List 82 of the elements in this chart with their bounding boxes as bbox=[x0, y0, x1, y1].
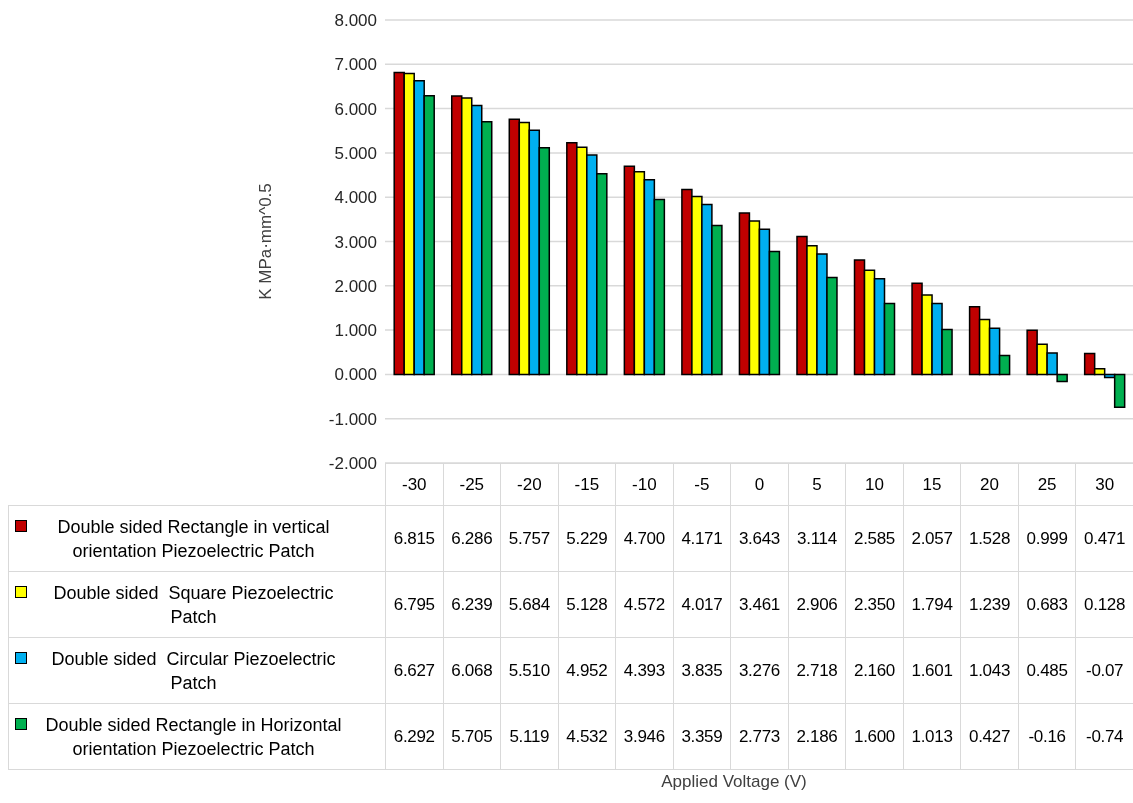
data-label: 0.427 bbox=[960, 703, 1019, 770]
data-label: 6.239 bbox=[443, 571, 501, 638]
data-label: 5.757 bbox=[500, 505, 559, 572]
data-label: 2.160 bbox=[845, 637, 904, 704]
data-label: 5.229 bbox=[558, 505, 616, 572]
y-tick-label: -1.000 bbox=[328, 409, 377, 429]
data-label: 1.528 bbox=[960, 505, 1019, 572]
x-tick-label: 15 bbox=[903, 463, 961, 506]
data-label: 2.773 bbox=[730, 703, 789, 770]
data-label: 1.794 bbox=[903, 571, 961, 638]
data-label: 2.350 bbox=[845, 571, 904, 638]
x-tick-label: 5 bbox=[788, 463, 846, 506]
x-tick-label: -30 bbox=[385, 463, 444, 506]
x-tick-label: 0 bbox=[730, 463, 789, 506]
data-label: 3.359 bbox=[673, 703, 731, 770]
y-tick-label: 8.000 bbox=[334, 11, 377, 31]
data-label: 4.700 bbox=[615, 505, 674, 572]
text: Applied Voltage (V) bbox=[660, 772, 808, 792]
data-label: 6.292 bbox=[385, 703, 444, 770]
data-label: 1.043 bbox=[960, 637, 1019, 704]
data-label: 4.532 bbox=[558, 703, 616, 770]
data-label: 1.013 bbox=[903, 703, 961, 770]
data-label: 0.485 bbox=[1018, 637, 1076, 704]
data-label: 4.017 bbox=[673, 571, 731, 638]
x-tick-label: -10 bbox=[615, 463, 674, 506]
x-tick-label: -25 bbox=[443, 463, 501, 506]
data-label: 2.718 bbox=[788, 637, 846, 704]
data-label: 3.946 bbox=[615, 703, 674, 770]
y-axis-title: K MPa·mm^0.5 bbox=[255, 183, 275, 300]
x-tick-label: 30 bbox=[1075, 463, 1133, 506]
data-label: 2.186 bbox=[788, 703, 846, 770]
legend-label: Double sided Rectangle in Horizontal orientation Piezoelectric Patch bbox=[44, 713, 343, 761]
data-label: 3.835 bbox=[673, 637, 731, 704]
data-label: 3.114 bbox=[788, 505, 846, 572]
data-label: -0.74 bbox=[1075, 703, 1133, 770]
y-tick-label: 0.000 bbox=[334, 365, 377, 385]
data-label: 4.572 bbox=[615, 571, 674, 638]
y-tick-label: 3.000 bbox=[334, 232, 377, 252]
data-label: 2.906 bbox=[788, 571, 846, 638]
data-label: 5.510 bbox=[500, 637, 559, 704]
data-label: 5.705 bbox=[443, 703, 501, 770]
data-label: 6.627 bbox=[385, 637, 444, 704]
x-tick-label: -20 bbox=[500, 463, 559, 506]
legend-label: Double sided Rectangle in vertical orientation Piezoelectric Patch bbox=[56, 515, 331, 563]
y-tick-label: 1.000 bbox=[334, 321, 377, 341]
data-label: 2.057 bbox=[903, 505, 961, 572]
x-tick-label: 10 bbox=[845, 463, 904, 506]
data-label: 3.461 bbox=[730, 571, 789, 638]
data-label: 4.952 bbox=[558, 637, 616, 704]
data-label: 3.276 bbox=[730, 637, 789, 704]
x-tick-label: -5 bbox=[673, 463, 731, 506]
legend-label: Double sided Square Piezoelectric Patch bbox=[52, 581, 335, 629]
data-label: 2.585 bbox=[845, 505, 904, 572]
data-label: 5.684 bbox=[500, 571, 559, 638]
data-label: 6.795 bbox=[385, 571, 444, 638]
data-label: 6.068 bbox=[443, 637, 501, 704]
data-label: 0.128 bbox=[1075, 571, 1133, 638]
y-tick-label: 2.000 bbox=[334, 276, 377, 296]
x-tick-label: -15 bbox=[558, 463, 616, 506]
data-label: 4.171 bbox=[673, 505, 731, 572]
data-label: -0.07 bbox=[1075, 637, 1133, 704]
data-label: -0.16 bbox=[1018, 703, 1076, 770]
data-label: 1.601 bbox=[903, 637, 961, 704]
y-tick-label: 6.000 bbox=[334, 99, 377, 119]
data-label: 5.119 bbox=[500, 703, 559, 770]
data-label: 0.471 bbox=[1075, 505, 1133, 572]
data-label: 4.393 bbox=[615, 637, 674, 704]
data-label: 6.815 bbox=[385, 505, 444, 572]
data-label: 3.643 bbox=[730, 505, 789, 572]
y-tick-label: -2.000 bbox=[328, 454, 377, 474]
x-tick-label: 20 bbox=[960, 463, 1019, 506]
y-tick-label: 4.000 bbox=[334, 188, 377, 208]
x-tick-label: 25 bbox=[1018, 463, 1076, 506]
data-label: 1.600 bbox=[845, 703, 904, 770]
y-tick-label: 7.000 bbox=[334, 55, 377, 75]
data-label: 6.286 bbox=[443, 505, 501, 572]
legend-label: Double sided Circular Piezoelectric Patch bbox=[50, 647, 337, 695]
data-label: 1.239 bbox=[960, 571, 1019, 638]
data-label: 0.999 bbox=[1018, 505, 1076, 572]
y-tick-label: 5.000 bbox=[334, 143, 377, 163]
data-label: 0.683 bbox=[1018, 571, 1076, 638]
data-label: 5.128 bbox=[558, 571, 616, 638]
